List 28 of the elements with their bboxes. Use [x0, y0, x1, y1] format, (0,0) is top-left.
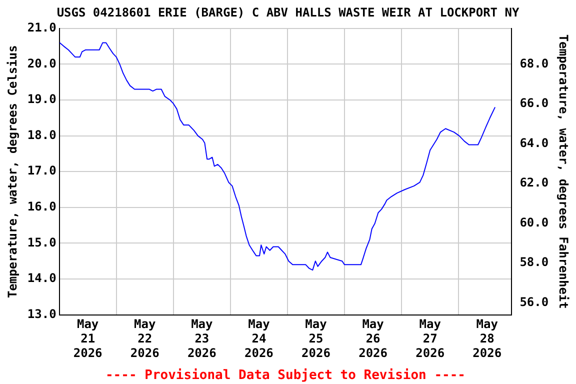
y-tick-label: 19.0: [27, 92, 56, 106]
y2-axis-title: Temperature, water, degrees Fahrenheit: [556, 34, 571, 309]
y-tick-label: 13.0: [27, 306, 56, 321]
x-tick-label: May 28 2026: [472, 317, 502, 360]
y-tick-label: 21.0: [27, 20, 56, 35]
text: ---- Provisional Data Subject to Revision ----: [105, 368, 466, 383]
chart-title: USGS 04218601 ERIE (BARGE) C ABV HALLS WASTE WEIR AT LOCKPORT NY: [56, 5, 520, 20]
y-axis-title: Temperature, water, degrees Celsius: [5, 45, 20, 298]
y-tick-label: 15.0: [27, 235, 56, 250]
y2-tick-label: 64.0: [520, 136, 549, 150]
y-tick-label: 20.0: [27, 56, 56, 70]
y2-tick-label: 62.0: [520, 176, 549, 190]
x-tick-label: May 25 2026: [302, 317, 330, 360]
y2-tick-label: 60.0: [520, 215, 549, 230]
y2-tick-label: 58.0: [520, 255, 549, 270]
y-tick-label: 16.0: [27, 200, 56, 214]
y2-tick-label: 68.0: [520, 56, 549, 70]
x-tick-label: May 21 2026: [73, 317, 102, 360]
x-tick-label: May 27 2026: [416, 317, 445, 360]
x-tick-label: May 26 2026: [358, 317, 388, 360]
y-tick-label: 18.0: [27, 128, 56, 142]
x-tick-label: May 22 2026: [130, 317, 160, 360]
y-tick-label: 17.0: [27, 164, 56, 178]
y-tick-label: 14.0: [27, 271, 56, 286]
x-tick-label: May 24 2026: [244, 317, 274, 360]
y2-tick-label: 66.0: [520, 96, 549, 110]
x-tick-label: May 23 2026: [187, 317, 216, 360]
y2-tick-label: 56.0: [520, 294, 549, 309]
